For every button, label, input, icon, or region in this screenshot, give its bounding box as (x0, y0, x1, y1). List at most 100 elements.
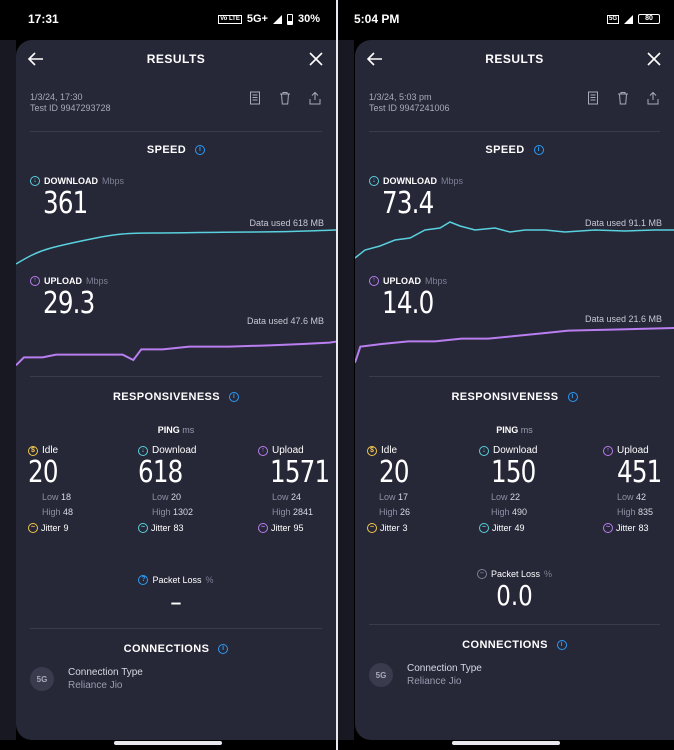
download-data-used: Data used 91.1 MB (584, 218, 662, 228)
network-type: 5G+ (246, 13, 268, 25)
jitter-icon: ~ (367, 523, 377, 533)
divider (369, 376, 660, 377)
info-icon[interactable]: i (533, 145, 544, 155)
info-icon[interactable]: ? (138, 575, 149, 585)
connection-type-label: Connection Type (407, 663, 482, 674)
test-meta: 1/3/24, 5:03 pm Test ID 9947241006 (369, 90, 660, 132)
home-indicator[interactable] (114, 741, 222, 745)
divider (369, 624, 660, 625)
document-icon[interactable] (248, 91, 262, 105)
download-ping-value: 618 (138, 455, 183, 490)
back-arrow-icon[interactable] (26, 49, 46, 69)
battery-percent: 30% (297, 13, 320, 25)
info-icon[interactable]: i (567, 392, 578, 402)
upload-data-used: Data used 21.6 MB (584, 314, 662, 324)
upload-arrow-icon: ↑ (258, 445, 268, 456)
download-ping-value: 150 (491, 455, 536, 490)
test-date: 1/3/24, 5:03 pm (369, 92, 432, 102)
results-header: RESULTS (16, 40, 336, 78)
5g-icon: 5G (30, 667, 54, 691)
connections-title: CONNECTIONS i (355, 639, 674, 651)
jitter-icon: ~ (258, 523, 268, 533)
info-icon[interactable]: i (229, 392, 240, 402)
ping-title: PING ms (157, 425, 195, 435)
ping-download: ↓ Download 150 Low 22 High 490 ~ Jitter 49 (479, 445, 545, 533)
share-icon[interactable] (646, 91, 660, 105)
screenshot-divider (336, 0, 338, 750)
idle-icon: $ (367, 445, 377, 456)
test-id: Test ID 9947241006 (369, 103, 450, 113)
test-meta: 1/3/24, 17:30 Test ID 9947293728 (30, 90, 322, 132)
ping-idle: $ Idle 20 Low 18 High 48 ~ Jitter 9 (28, 445, 74, 533)
info-icon[interactable]: i (218, 644, 229, 654)
upload-unit: Mbps (425, 276, 448, 286)
idle-value: 20 (379, 455, 409, 490)
upload-arrow-icon: ↑ (603, 445, 613, 456)
close-icon[interactable] (306, 49, 326, 69)
ping-title: PING ms (496, 425, 533, 435)
download-block: ↓ DOWNLOAD Mbps 361 Data used 618 MB (16, 176, 336, 276)
upload-value: 14.0 (382, 286, 434, 321)
idle-value: 20 (28, 455, 58, 490)
ping-columns: $ Idle 20 Low 18 High 48 ~ Jitter 9 ↓ Downl… (16, 445, 336, 545)
download-data-used: Data used 618 MB (249, 218, 324, 228)
signal-icon (624, 14, 633, 24)
jitter-icon: ~ (603, 523, 613, 533)
close-icon[interactable] (644, 49, 664, 69)
speed-title: SPEED i (16, 144, 336, 156)
download-unit: Mbps (102, 176, 125, 186)
info-icon[interactable]: i (556, 640, 567, 650)
ping-upload: ↑ Upload 1571 Low 24 High 2841 ~ Jitter 95 (258, 445, 336, 533)
share-icon[interactable] (308, 91, 322, 105)
upload-graph (355, 327, 674, 363)
upload-label: UPLOAD (383, 276, 421, 286)
document-icon[interactable] (586, 91, 600, 105)
info-icon[interactable]: – (476, 569, 487, 579)
jitter-icon: ~ (479, 523, 489, 533)
packet-loss-value: – (170, 585, 182, 618)
download-arrow-icon: ↓ (369, 176, 379, 186)
results-card: RESULTS 1/3/24, 5:03 pm Test ID 99472410… (355, 40, 674, 740)
upload-graph (16, 340, 336, 367)
info-icon[interactable]: i (195, 145, 206, 155)
connection-type-row: 5G Connection Type Reliance Jio (30, 667, 143, 691)
divider (30, 376, 322, 377)
packet-loss-label: – Packet Loss % (355, 569, 674, 579)
connection-type-value: Reliance Jio (68, 680, 123, 691)
divider (30, 628, 322, 629)
idle-icon: $ (28, 445, 38, 456)
battery-icon: 80 (638, 14, 660, 24)
ping-upload: ↑ Upload 451 Low 42 High 835 ~ Jitter 83 (603, 445, 671, 533)
status-bar: 17:31 Vo LTE 5G+ 30% (0, 0, 336, 38)
ping-columns: $ Idle 20 Low 17 High 26 ~ Jitter 3 ↓ Downl… (355, 445, 674, 545)
download-arrow-icon: ↓ (138, 445, 148, 456)
download-value: 73.4 (382, 186, 434, 221)
download-arrow-icon: ↓ (479, 445, 489, 456)
download-arrow-icon: ↓ (30, 176, 40, 186)
back-arrow-icon[interactable] (365, 49, 385, 69)
battery-icon (286, 13, 293, 25)
download-graph (16, 229, 336, 265)
background-app (338, 40, 354, 740)
packet-loss-value: 0.0 (496, 579, 533, 612)
responsiveness-title: RESPONSIVENESS i (355, 391, 674, 403)
background-app (0, 40, 16, 740)
upload-block: ↑ UPLOAD Mbps 29.3 Data used 47.6 MB (16, 276, 336, 376)
upload-arrow-icon: ↑ (30, 276, 40, 286)
connection-type-row: 5G Connection Type Reliance Jio (369, 663, 482, 687)
volte-icon: 5G (606, 14, 619, 24)
ping-download: ↓ Download 618 Low 20 High 1302 ~ Jitter 8… (138, 445, 197, 533)
upload-block: ↑ UPLOAD Mbps 14.0 Data used 21.6 MB (355, 276, 674, 376)
right-phone-screen: 5:04 PM 5G 80 RESULTS 1/3/24, 5:03 pm Te… (338, 0, 674, 750)
jitter-icon: ~ (28, 523, 38, 533)
status-time: 17:31 (28, 12, 59, 26)
trash-icon[interactable] (278, 91, 292, 105)
speed-title: SPEED i (355, 144, 674, 156)
upload-ping-value: 451 (617, 455, 662, 490)
upload-arrow-icon: ↑ (369, 276, 379, 286)
download-label: DOWNLOAD (383, 176, 437, 186)
signal-icon (272, 14, 282, 24)
upload-data-used: Data used 47.6 MB (246, 316, 324, 326)
trash-icon[interactable] (616, 91, 630, 105)
home-indicator[interactable] (452, 741, 560, 745)
